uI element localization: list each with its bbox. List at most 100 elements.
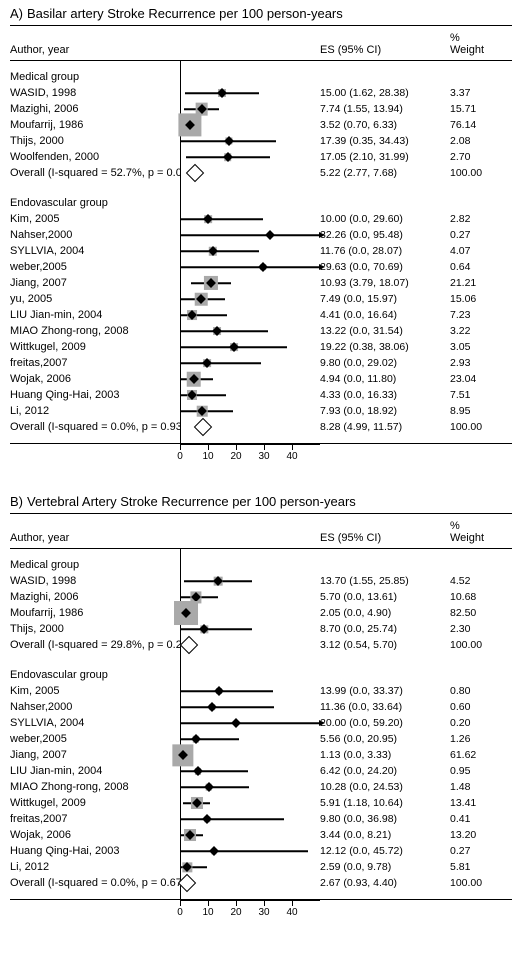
study-row: LIU Jian-min, 20046.42 (0.0, 24.20)0.95 xyxy=(10,763,512,779)
overall-es: 8.28 (4.99, 11.57) xyxy=(320,421,450,433)
study-label: Thijs, 2000 xyxy=(10,623,180,635)
study-row: yu, 20057.49 (0.0, 15.97)15.06 xyxy=(10,291,512,307)
study-row: Li, 20127.93 (0.0, 18.92)8.95 xyxy=(10,403,512,419)
study-row: SYLLVIA, 200420.00 (0.0, 59.20)0.20 xyxy=(10,715,512,731)
study-label: WASID, 1998 xyxy=(10,575,180,587)
study-row: WASID, 199813.70 (1.55, 25.85)4.52 xyxy=(10,573,512,589)
overall-wt: 100.00 xyxy=(450,877,500,889)
study-label: SYLLVIA, 2004 xyxy=(10,717,180,729)
study-row: Huang Qing-Hai, 20034.33 (0.0, 16.33)7.5… xyxy=(10,387,512,403)
study-es: 13.99 (0.0, 33.37) xyxy=(320,685,450,697)
study-label: Woolfenden, 2000 xyxy=(10,151,180,163)
study-es: 13.70 (1.55, 25.85) xyxy=(320,575,450,587)
study-row: Kim, 200510.00 (0.0, 29.60)2.82 xyxy=(10,211,512,227)
overall-label: Overall (I-squared = 29.8%, p = 0.233) xyxy=(10,639,180,651)
ci-arrow xyxy=(319,232,325,238)
point-est xyxy=(202,814,212,824)
study-label: MIAO Zhong-rong, 2008 xyxy=(10,781,180,793)
forest-panel: B)Vertebral Artery Stroke Recurrence per… xyxy=(0,488,522,934)
study-es: 4.94 (0.0, 11.80) xyxy=(320,373,450,385)
ci-line xyxy=(180,362,261,364)
point-est xyxy=(265,230,275,240)
point-est xyxy=(209,846,219,856)
study-label: Huang Qing-Hai, 2003 xyxy=(10,389,180,401)
axis-label: 10 xyxy=(202,907,213,918)
ci-arrow xyxy=(319,264,325,270)
panel-title-text: Basilar artery Stroke Recurrence per 100… xyxy=(27,6,343,21)
study-label: Li, 2012 xyxy=(10,861,180,873)
group-title: Endovascular group xyxy=(10,665,512,683)
study-wt: 2.70 xyxy=(450,151,500,163)
study-es: 8.70 (0.0, 25.74) xyxy=(320,623,450,635)
study-wt: 21.21 xyxy=(450,277,500,289)
study-es: 7.93 (0.0, 18.92) xyxy=(320,405,450,417)
point-est xyxy=(231,718,241,728)
study-wt: 3.05 xyxy=(450,341,500,353)
study-row: Mazighi, 20067.74 (1.55, 13.94)15.71 xyxy=(10,101,512,117)
overall-row: Overall (I-squared = 0.0%, p = 0.677) 2.6… xyxy=(10,875,512,891)
ci-line xyxy=(180,218,263,220)
study-wt: 23.04 xyxy=(450,373,500,385)
ci-line xyxy=(180,629,252,631)
overall-label: Overall (I-squared = 52.7%, p = 0.076) xyxy=(10,167,180,179)
overall-es: 3.12 (0.54, 5.70) xyxy=(320,639,450,651)
axis-tick xyxy=(208,445,209,450)
point-est xyxy=(193,766,203,776)
study-es: 19.22 (0.38, 38.06) xyxy=(320,341,450,353)
study-es: 11.76 (0.0, 28.07) xyxy=(320,245,450,257)
overall-label: Overall (I-squared = 0.0%, p = 0.677) xyxy=(10,877,180,889)
overall-label: Overall (I-squared = 0.0%, p = 0.932) xyxy=(10,421,180,433)
ci-line xyxy=(180,266,320,268)
axis-tick xyxy=(292,445,293,450)
ci-line xyxy=(180,234,320,236)
study-wt: 15.71 xyxy=(450,103,500,115)
overall-diamond xyxy=(180,636,198,654)
study-row: LIU Jian-min, 20044.41 (0.0, 16.64)7.23 xyxy=(10,307,512,323)
overall-wt: 100.00 xyxy=(450,639,500,651)
study-label: freitas,2007 xyxy=(10,813,180,825)
study-row: WASID, 199815.00 (1.62, 28.38)3.37 xyxy=(10,85,512,101)
study-label: LIU Jian-min, 2004 xyxy=(10,309,180,321)
axis-tick xyxy=(208,901,209,906)
plot-wrap: Author, yearES (95% CI)%Weight Medical gr… xyxy=(0,513,522,933)
study-row: Wojak, 20063.44 (0.0, 8.21)13.20 xyxy=(10,827,512,843)
study-label: Jiang, 2007 xyxy=(10,749,180,761)
hdr-author: Author, year xyxy=(10,532,180,544)
overall-row: Overall (I-squared = 29.8%, p = 0.233) 3.… xyxy=(10,637,512,653)
study-row: Li, 20122.59 (0.0, 9.78)5.81 xyxy=(10,859,512,875)
study-wt: 0.95 xyxy=(450,765,500,777)
study-es: 10.93 (3.79, 18.07) xyxy=(320,277,450,289)
study-es: 5.56 (0.0, 20.95) xyxy=(320,733,450,745)
study-es: 3.52 (0.70, 6.33) xyxy=(320,119,450,131)
hdr-wt: %Weight xyxy=(450,32,500,56)
study-row: Wittkugel, 200919.22 (0.38, 38.06)3.05 xyxy=(10,339,512,355)
axis-label: 30 xyxy=(258,451,269,462)
study-row: weber,200529.63 (0.0, 70.69)0.64 xyxy=(10,259,512,275)
overall-row: Overall (I-squared = 0.0%, p = 0.932) 8.2… xyxy=(10,419,512,435)
study-label: freitas,2007 xyxy=(10,357,180,369)
study-label: Wittkugel, 2009 xyxy=(10,797,180,809)
study-wt: 13.41 xyxy=(450,797,500,809)
overall-row: Overall (I-squared = 52.7%, p = 0.076)5.… xyxy=(10,165,512,181)
overall-diamond xyxy=(185,164,203,182)
overall-es: 2.67 (0.93, 4.40) xyxy=(320,877,450,889)
study-label: LIU Jian-min, 2004 xyxy=(10,765,180,777)
study-label: Nahser,2000 xyxy=(10,701,180,713)
study-wt: 3.22 xyxy=(450,325,500,337)
ci-line xyxy=(180,723,320,725)
study-row: Nahser,200032.26 (0.0, 95.48)0.27 xyxy=(10,227,512,243)
study-es: 5.70 (0.0, 13.61) xyxy=(320,591,450,603)
study-label: yu, 2005 xyxy=(10,293,180,305)
study-label: Li, 2012 xyxy=(10,405,180,417)
study-wt: 10.68 xyxy=(450,591,500,603)
study-wt: 0.27 xyxy=(450,845,500,857)
group-title: Medical group xyxy=(10,555,512,573)
hdr-author: Author, year xyxy=(10,44,180,56)
study-wt: 0.20 xyxy=(450,717,500,729)
hdr-wt: %Weight xyxy=(450,520,500,544)
study-es: 10.28 (0.0, 24.53) xyxy=(320,781,450,793)
ci-line xyxy=(180,250,259,252)
study-row: freitas,20079.80 (0.0, 29.02)2.93 xyxy=(10,355,512,371)
study-es: 2.05 (0.0, 4.90) xyxy=(320,607,450,619)
header-row: Author, yearES (95% CI)%Weight xyxy=(10,513,512,549)
